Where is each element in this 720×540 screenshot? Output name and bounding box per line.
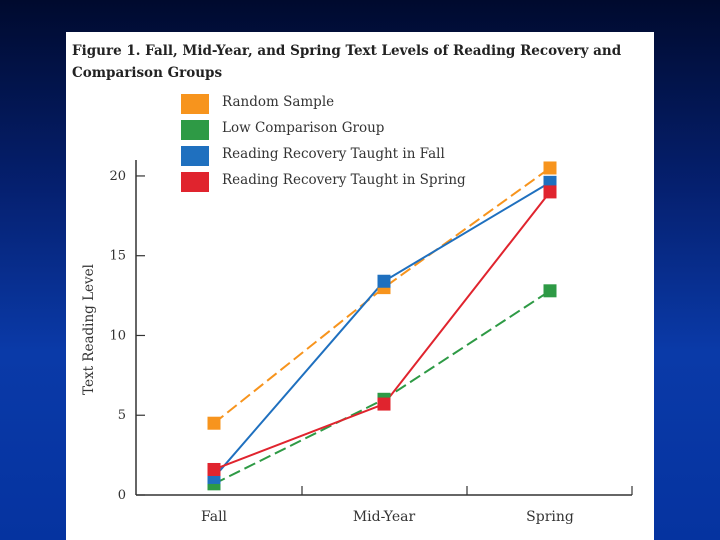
legend-label: Random Sample: [222, 94, 335, 110]
figure-title-line-2: Comparison Groups: [72, 65, 223, 81]
legend-label: Reading Recovery Taught in Fall: [222, 146, 445, 162]
x-tick-label: Fall: [201, 509, 228, 525]
legend-label: Low Comparison Group: [222, 120, 385, 136]
chart-axes: 0 5 10 15 20 Fall Mid-Year Spring Text Reading L…: [81, 160, 633, 525]
data-point: [543, 161, 557, 175]
y-tick-label: 10: [109, 328, 126, 343]
legend-label: Reading Recovery Taught in Spring: [222, 172, 466, 188]
data-point: [207, 416, 221, 430]
x-tick-label: Mid-Year: [353, 509, 416, 525]
line-chart: 0 5 10 15 20 Fall Mid-Year Spring Text Reading L…: [81, 160, 633, 525]
data-point: [207, 462, 221, 476]
figure-card: 0 5 10 15 20 Fall Mid-Year Spring Text Reading L…: [66, 32, 654, 540]
y-axis-title: Text Reading Level: [81, 264, 97, 395]
series-line: [213, 181, 551, 479]
legend-swatch: [181, 120, 209, 140]
series-line: [213, 167, 551, 424]
data-point: [377, 397, 391, 411]
legend-swatch: [181, 94, 209, 114]
series-line: [213, 191, 551, 471]
x-tick-label: Spring: [526, 509, 574, 525]
series-line: [213, 289, 551, 485]
y-tick-label: 0: [118, 488, 126, 503]
data-point: [543, 284, 557, 298]
data-point: [543, 185, 557, 199]
y-tick-label: 15: [109, 249, 126, 264]
y-tick-label: 5: [118, 408, 126, 423]
legend-swatch: [181, 146, 209, 166]
figure-title: Figure 1. Fall, Mid-Year, and Spring Tex…: [72, 40, 642, 84]
chart-series: [207, 161, 557, 491]
figure-title-line-1: Figure 1. Fall, Mid-Year, and Spring Tex…: [72, 43, 622, 59]
y-tick-label: 20: [109, 169, 126, 184]
legend-swatch: [181, 172, 209, 192]
data-point: [377, 274, 391, 288]
